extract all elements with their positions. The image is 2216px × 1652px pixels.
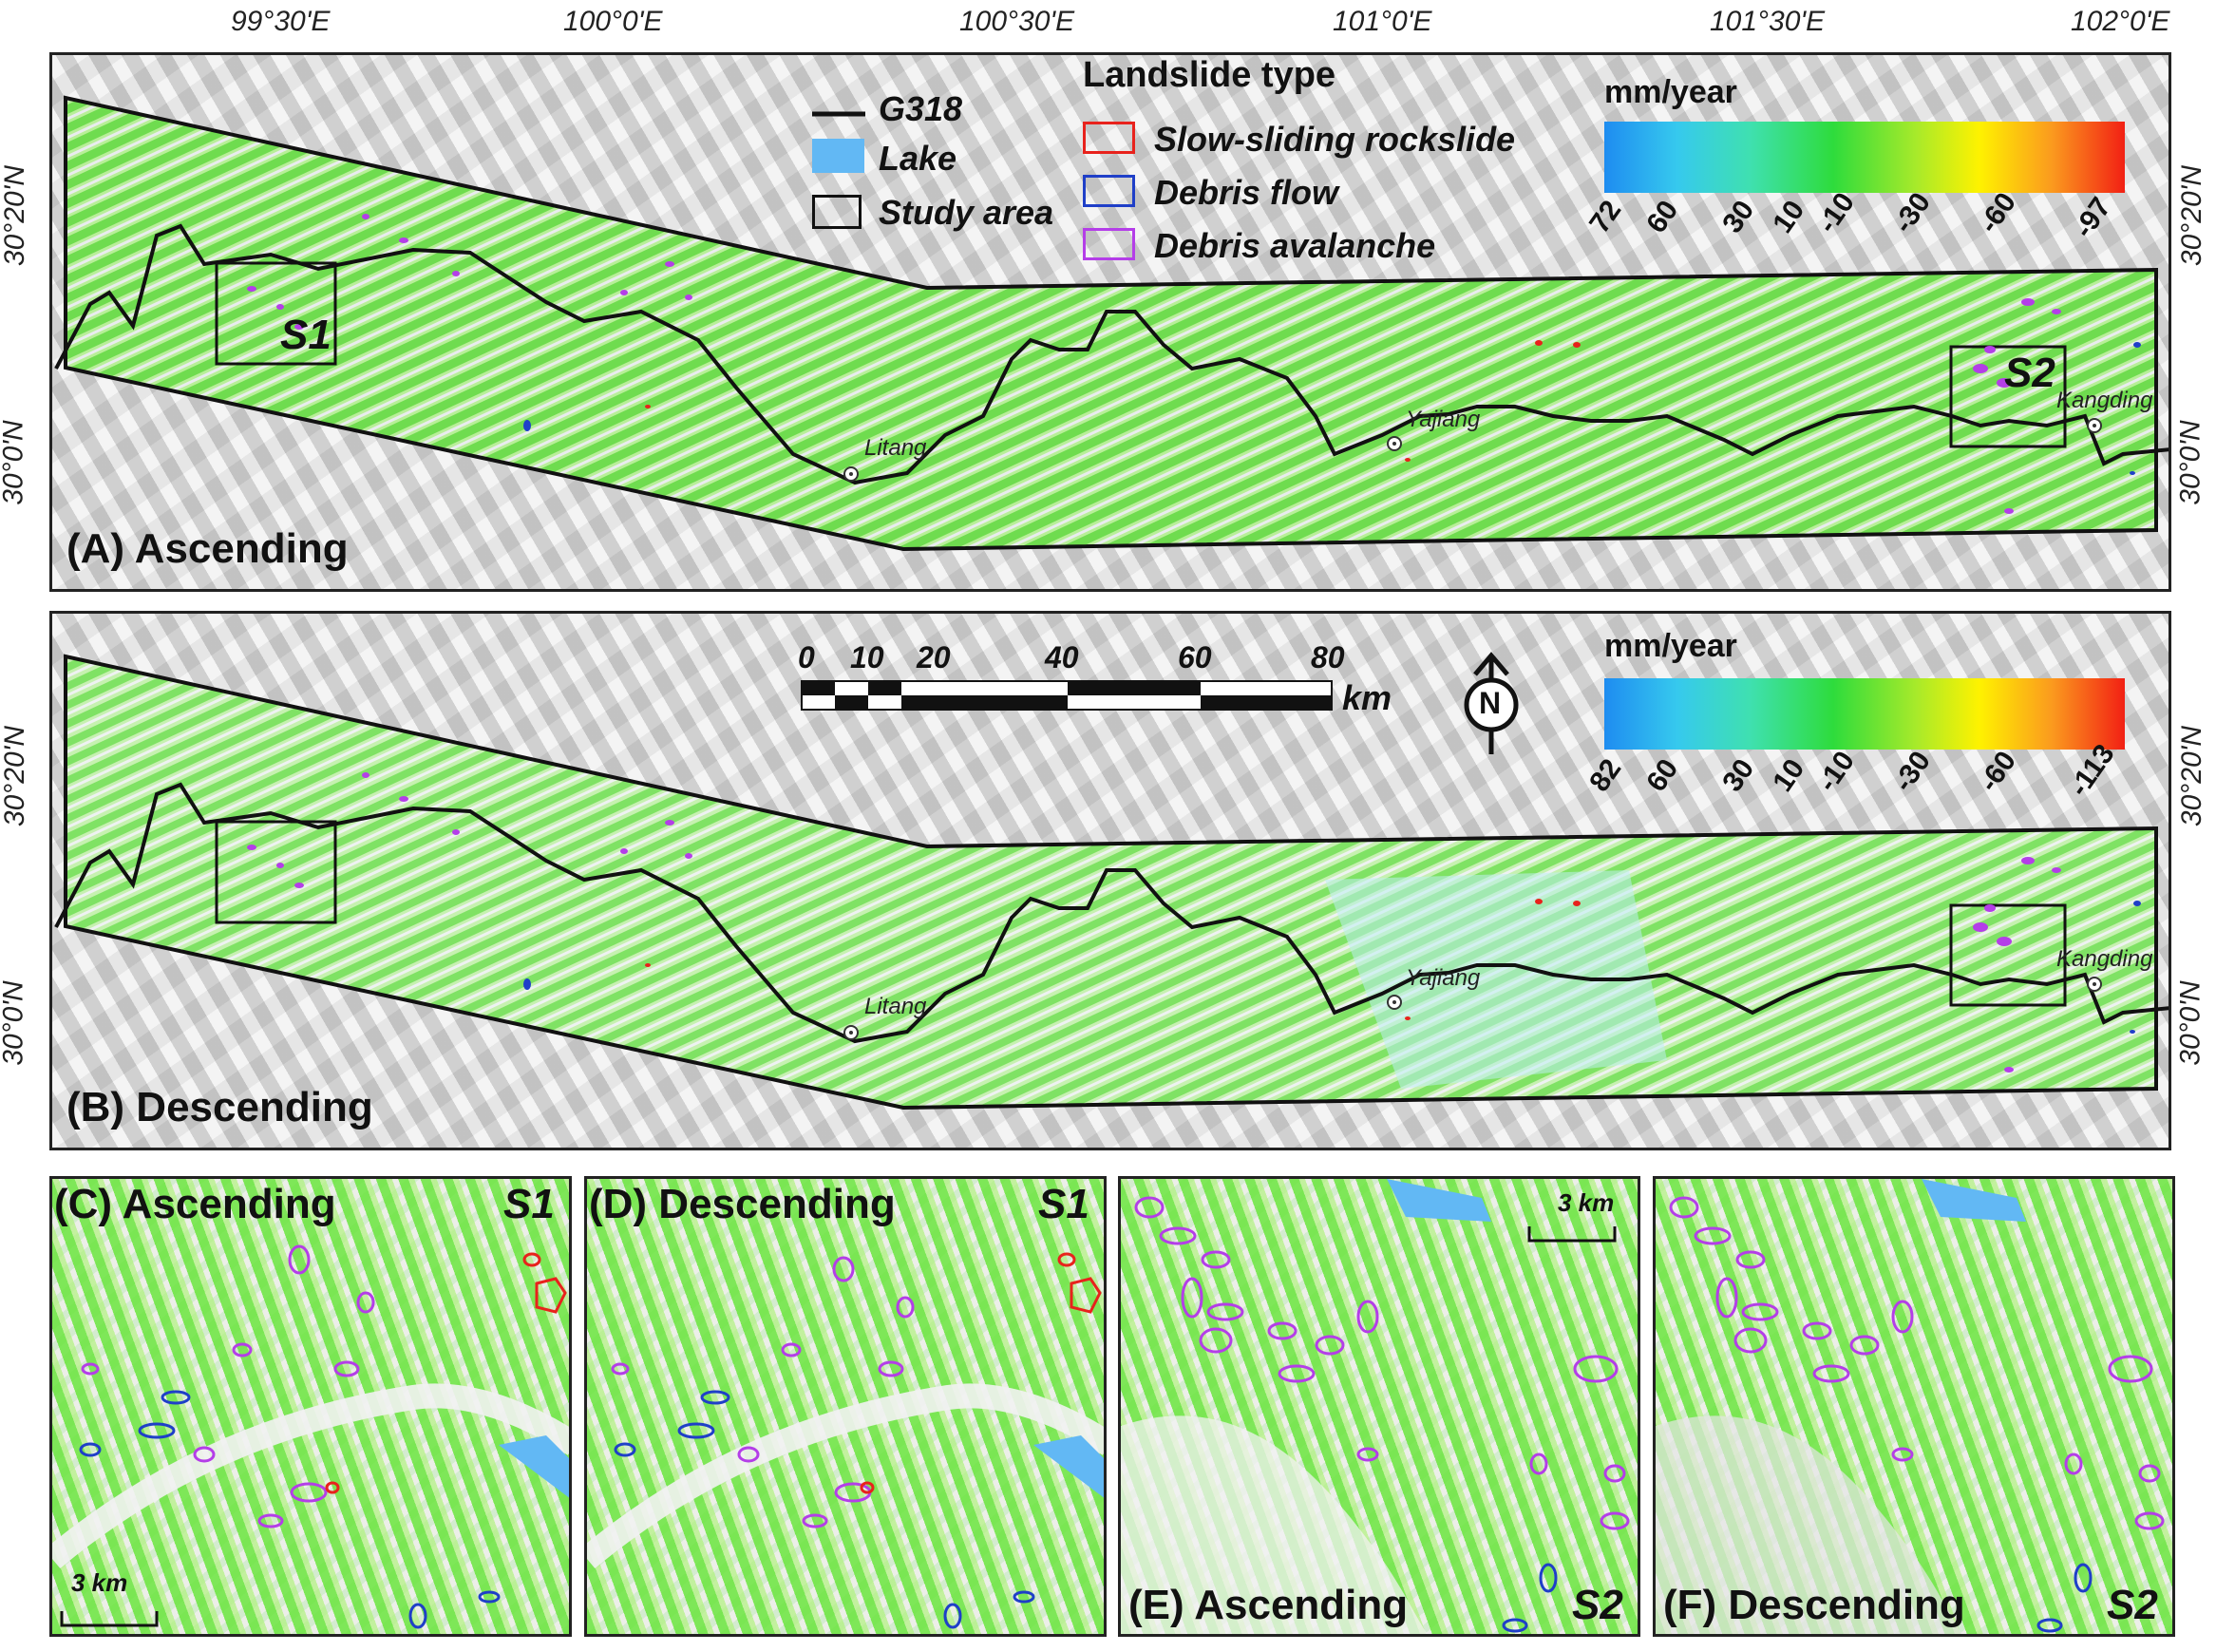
panel-f-label: (F) Descending (1663, 1582, 1965, 1628)
lat-tick-a-right-2: 30°0'N (2174, 420, 2207, 505)
legend-debris-flow: Debris flow (1154, 173, 1339, 212)
lat-tick-b-right-1: 30°20'N (2176, 725, 2208, 827)
s1-frame-b (215, 820, 337, 924)
g318-road (54, 223, 2169, 485)
colorbar-b-unit: mm/year (1604, 628, 1737, 664)
inset-panel-d: (D) Descending S1 (584, 1176, 1107, 1637)
s2-frame (1949, 345, 2067, 448)
lat-tick-a-right-1: 30°20'N (2176, 164, 2208, 267)
s1-label-a: S1 (280, 312, 331, 358)
landslide-markers-b (247, 772, 2061, 1073)
g318-road-b (54, 782, 2169, 1044)
map-panel-ascending: Litang Yajiang Kangding S1 S2 (A) Ascend… (49, 52, 2171, 592)
s2-frame-b (1949, 903, 2067, 1007)
town-kangding-a: Kangding (2056, 388, 2153, 413)
lon-tick-3: 100°30'E (959, 6, 1075, 37)
panel-b-label: (B) Descending (66, 1084, 373, 1130)
lon-tick-5: 101°30'E (1710, 6, 1826, 37)
scalebar-label-20: 20 (917, 640, 951, 674)
s1-label-c: S1 (503, 1181, 555, 1227)
s2-label-a: S2 (2004, 350, 2055, 396)
inset-panel-c: (C) Ascending S1 3 km (49, 1176, 572, 1637)
legend-debris-avalanche: Debris avalanche (1154, 226, 1436, 265)
legend-rockslide-swatch (1083, 122, 1135, 154)
lat-tick-a-left-1: 30°20'N (0, 164, 31, 267)
legend-study-area: Study area (879, 193, 1054, 232)
lon-tick-6: 102°0'E (2071, 6, 2170, 37)
scalebar-label-0: 0 (798, 640, 815, 674)
panel-d-label: (D) Descending (589, 1181, 896, 1227)
legend-rockslide: Slow-sliding rockslide (1154, 120, 1516, 159)
colorbar-a (1604, 122, 2125, 193)
study-area-polygon (64, 95, 2158, 552)
legend-lake-swatch (812, 139, 864, 173)
scalebar-label-60: 60 (1178, 640, 1212, 674)
scalebar-label-10: 10 (850, 640, 884, 674)
north-arrow-icon (1464, 652, 1519, 754)
colorbar-b (1604, 678, 2125, 750)
lon-tick-4: 101°0'E (1333, 6, 1432, 37)
north-arrow-label: N (1479, 686, 1502, 720)
town-litang-a: Litang (864, 435, 927, 461)
lat-tick-a-left-2: 30°0'N (0, 420, 29, 505)
town-litang-b: Litang (864, 994, 927, 1019)
s2-label-e: S2 (1572, 1582, 1623, 1628)
legend-debris-avalanche-swatch (1083, 228, 1135, 260)
s2-label-f: S2 (2107, 1582, 2158, 1628)
panel-a-label: (A) Ascending (66, 525, 349, 572)
legend-debris-flow-swatch (1083, 175, 1135, 207)
scalebar-label-80: 80 (1311, 640, 1345, 674)
panel-c-label: (C) Ascending (54, 1181, 336, 1227)
legend-landslide-title: Landslide type (1083, 55, 1336, 95)
scalebar-unit: km (1342, 678, 1392, 717)
town-yajiang-a: Yajiang (1406, 407, 1481, 432)
inset-scale-e: 3 km (1558, 1188, 1615, 1217)
town-yajiang-b: Yajiang (1406, 965, 1481, 991)
s1-frame (215, 261, 337, 366)
lat-tick-b-right-2: 30°0'N (2174, 980, 2207, 1066)
lon-tick-1: 99°30'E (231, 6, 331, 37)
legend-g318: G318 (879, 89, 963, 128)
scalebar-label-40: 40 (1045, 640, 1079, 674)
lat-tick-b-left-1: 30°20'N (0, 725, 31, 827)
study-area-map-a (54, 95, 2169, 552)
colorbar-a-unit: mm/year (1604, 74, 1737, 110)
town-kangding-b: Kangding (2056, 946, 2153, 972)
study-area-map-b (54, 654, 2169, 1111)
legend-lake: Lake (879, 139, 957, 178)
landslide-markers-a (247, 214, 2061, 514)
s1-label-d: S1 (1038, 1181, 1089, 1227)
map-panel-descending: Litang Yajiang Kangding (B) Descending 0… (49, 611, 2171, 1150)
lat-tick-b-left-2: 30°0'N (0, 980, 29, 1066)
inset-scale-c: 3 km (71, 1568, 128, 1597)
lon-tick-2: 100°0'E (563, 6, 663, 37)
legend-study-area-swatch (812, 195, 862, 229)
inset-panel-e: 3 km (E) Ascending S2 (1118, 1176, 1640, 1637)
panel-e-label: (E) Ascending (1128, 1582, 1409, 1628)
inset-panel-f: (F) Descending S2 (1653, 1176, 2175, 1637)
